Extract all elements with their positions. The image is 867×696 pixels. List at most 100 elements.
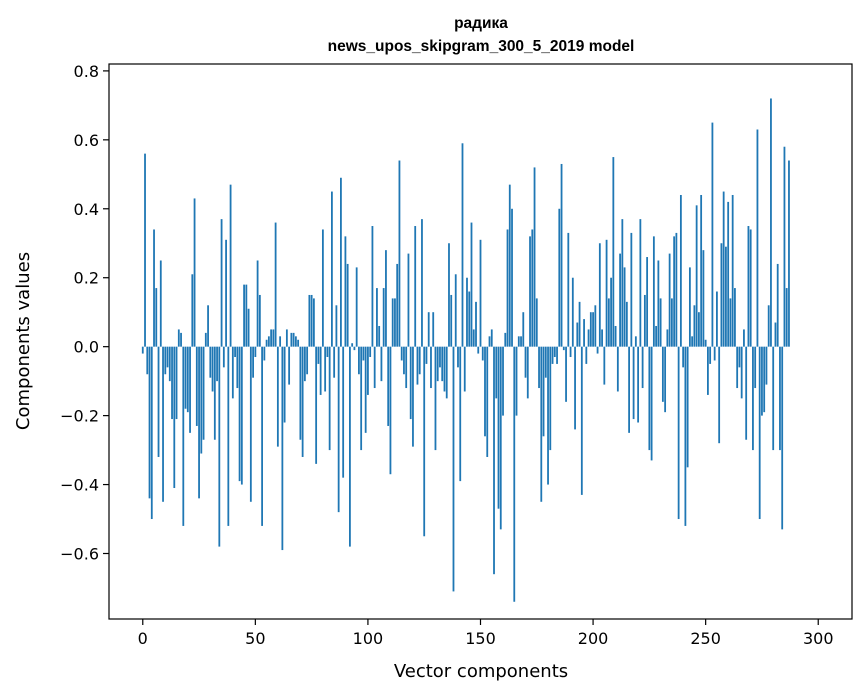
bar — [418, 346, 421, 375]
bar — [191, 274, 194, 347]
bar — [333, 346, 336, 378]
bar — [466, 277, 468, 347]
bar — [587, 329, 590, 347]
bar — [580, 346, 583, 495]
bar — [524, 346, 527, 378]
bar — [632, 346, 635, 420]
bar — [484, 346, 486, 437]
bar — [387, 346, 390, 426]
bar — [659, 298, 662, 347]
bar — [630, 232, 633, 347]
bar — [533, 167, 536, 347]
bar — [628, 346, 630, 433]
bar — [362, 346, 365, 361]
bar — [486, 346, 489, 457]
bar — [639, 219, 642, 347]
bar — [326, 346, 329, 358]
bar — [376, 288, 378, 347]
bar — [153, 229, 155, 347]
bar — [385, 250, 387, 347]
bar — [412, 346, 414, 447]
bar — [529, 236, 531, 347]
bar — [439, 346, 441, 368]
bar — [668, 253, 671, 347]
bar — [720, 243, 723, 347]
bar — [788, 160, 790, 347]
bar — [637, 346, 640, 423]
bar — [679, 194, 682, 347]
bar — [745, 346, 748, 440]
bar — [162, 346, 164, 502]
bar — [747, 226, 750, 347]
bar — [141, 346, 144, 354]
bar — [650, 346, 653, 461]
bar — [470, 222, 473, 347]
bar — [727, 201, 730, 347]
y-tick-label: 0.4 — [74, 200, 99, 219]
bar — [360, 346, 363, 451]
bar — [758, 346, 761, 520]
bar — [776, 263, 779, 347]
bar — [477, 346, 480, 354]
bar — [405, 346, 408, 389]
bar — [740, 346, 743, 399]
y-tick-label: 0.0 — [74, 338, 99, 357]
bar — [436, 346, 439, 382]
bar — [596, 346, 599, 354]
bar — [616, 346, 619, 392]
bar — [213, 346, 216, 440]
bar — [646, 257, 649, 347]
bar — [231, 346, 234, 399]
bar — [538, 346, 540, 389]
bar — [337, 346, 340, 513]
bar — [783, 146, 786, 347]
bar — [736, 346, 739, 389]
bar — [734, 288, 736, 347]
bar — [240, 346, 243, 485]
bar — [752, 346, 754, 451]
bar — [421, 219, 423, 347]
bar — [592, 312, 594, 347]
bar — [168, 346, 171, 382]
bar — [146, 346, 149, 375]
bar — [297, 339, 300, 347]
bar — [299, 346, 302, 440]
bar — [195, 346, 198, 426]
bar — [531, 229, 534, 347]
bar — [265, 339, 268, 347]
bar — [229, 184, 232, 347]
bar — [252, 346, 254, 378]
y-tick-label: −0.4 — [60, 476, 99, 495]
bar — [220, 219, 223, 347]
x-tick-label: 250 — [690, 629, 721, 648]
x-axis-label: Vector components — [394, 661, 568, 682]
bar — [621, 219, 624, 347]
bar — [204, 332, 207, 347]
bar — [351, 343, 354, 347]
x-tick-label: 100 — [353, 629, 384, 648]
bar — [493, 346, 495, 575]
bar — [684, 346, 687, 526]
bar — [682, 346, 685, 368]
bar — [355, 267, 358, 347]
bar — [301, 346, 304, 457]
bar — [369, 346, 372, 358]
bar — [558, 208, 561, 347]
bar — [443, 346, 446, 392]
bar — [661, 346, 664, 402]
bar — [567, 232, 570, 347]
y-axis-label: Components values — [13, 252, 34, 430]
bar — [704, 339, 707, 347]
bar — [459, 346, 462, 482]
bar — [245, 284, 248, 347]
bar — [157, 346, 160, 457]
bar — [468, 291, 471, 347]
bar — [234, 346, 236, 358]
bar — [281, 346, 284, 551]
chart-subtitle: news_upos_skipgram_300_5_2019 model — [328, 38, 635, 55]
bar — [583, 319, 585, 347]
x-tick-label: 50 — [245, 629, 265, 648]
bar — [749, 229, 752, 347]
bar — [711, 122, 714, 347]
bar — [258, 294, 261, 347]
